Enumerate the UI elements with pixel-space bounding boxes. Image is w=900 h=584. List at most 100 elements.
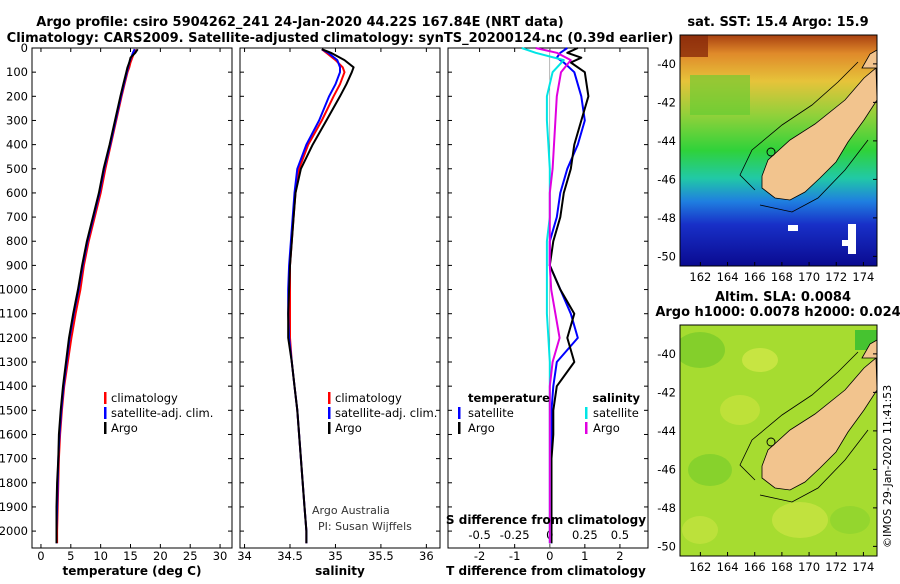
depth-tick-label: 1300 — [0, 355, 28, 369]
legend-label-climatology: climatology — [335, 391, 402, 405]
map-x-tick-label: 166 — [744, 270, 766, 284]
depth-tick-label: 1400 — [0, 379, 28, 393]
temperature-panel: 0 5 10 15 20 25 30 — [37, 48, 227, 563]
annotation-argo-australia: Argo Australia — [312, 504, 390, 517]
annotation-pi: PI: Susan Wijffels — [318, 520, 412, 533]
map-y-tick-label: -48 — [657, 501, 676, 515]
legend-title-salinity: salinity — [592, 391, 640, 405]
map-x-tick-label: 168 — [771, 270, 793, 284]
legend-title-temperature: temperature — [468, 391, 550, 405]
map-x-tick-label: 172 — [825, 270, 847, 284]
map-y-tick-label: -44 — [657, 424, 676, 438]
sst-map — [680, 35, 877, 266]
legend-swatch-climatology — [328, 392, 331, 404]
sst-map-title: sat. SST: 15.4 Argo: 15.9 — [687, 15, 868, 30]
map-y-tick-label: -42 — [657, 95, 676, 109]
map-y-tick-label: -42 — [657, 385, 676, 399]
depth-axis: 0 100 200 300 400 500 600 700 800 900 1000 1100 1200… — [0, 41, 648, 538]
s-tick-label: 0.25 — [572, 528, 598, 542]
map-y-tick-label: -40 — [657, 57, 676, 71]
salinity-panel: 34 34.5 35 35.5 36 — [237, 48, 434, 563]
depth-tick-label: 200 — [6, 89, 28, 103]
sla-eddy — [682, 516, 718, 544]
temperature-legend: climatology satellite-adj. clim. Argo — [104, 391, 213, 435]
difference-panel: -2 -1 0 1 2-0.5 -0.25 0 0.25 0.5 — [468, 47, 629, 563]
x-tick-label: 10 — [93, 549, 108, 563]
sst-missing-pixel — [848, 224, 856, 254]
sst-warm-patch — [680, 35, 708, 57]
map-y-tick-label: -44 — [657, 134, 676, 148]
depth-tick-label: 700 — [6, 210, 28, 224]
difference-xlabel-top: S difference from climatology — [446, 513, 646, 527]
depth-tick-label: 0 — [21, 41, 28, 55]
argo-float-marker-sst — [766, 147, 776, 157]
legend-swatch-satellite — [104, 407, 107, 419]
sst-missing-pixel — [842, 240, 850, 246]
legend-label-satellite: satellite-adj. clim. — [335, 406, 437, 420]
depth-tick-label: 900 — [6, 258, 28, 272]
x-tick-label: 35 — [328, 549, 343, 563]
depth-tick-label: 2000 — [0, 524, 28, 538]
argo-float-marker-sla — [766, 437, 776, 447]
x-tick-label: 30 — [213, 549, 228, 563]
series-line-argo — [287, 48, 355, 544]
depth-tick-label: 100 — [6, 65, 28, 79]
difference-xlabel: T difference from climatology — [446, 564, 646, 578]
salinity-legend: climatology satellite-adj. clim. Argo — [328, 391, 437, 435]
sla-eddy — [830, 506, 870, 534]
sst-missing-pixel — [788, 225, 798, 231]
map-x-tick-label: 162 — [689, 270, 711, 284]
sst-isobath — [759, 139, 869, 213]
x-tick-label: 2 — [616, 549, 623, 563]
sla-map-axes: 162 164 166 168 170 172 174 -40 -42 -44 -46 -48 -50 — [657, 347, 877, 574]
legend-swatch-satellite — [328, 407, 331, 419]
x-tick-label: 5 — [67, 549, 74, 563]
sla-south-island-land — [761, 357, 877, 491]
legend-swatch-climatology — [104, 392, 107, 404]
legend-label-argo: Argo — [111, 421, 138, 435]
temperature-xlabel: temperature (deg C) — [63, 564, 202, 578]
depth-tick-label: 400 — [6, 138, 28, 152]
legend-swatch-t-satellite — [458, 407, 461, 419]
x-tick-label: 25 — [183, 549, 198, 563]
x-tick-label: -2 — [474, 549, 485, 563]
depth-tick-label: 1700 — [0, 452, 28, 466]
sla-map-title-1: Altim. SLA: 0.0084 — [715, 290, 851, 305]
map-x-tick-label: 170 — [798, 560, 820, 574]
title-line-1: Argo profile: csiro 5904262_241 24-Jan-2… — [36, 15, 563, 30]
sst-map-axes: 162 164 166 168 170 172 174 -40 -42 -44 -46 -48 -50 — [657, 57, 877, 284]
depth-tick-label: 1800 — [0, 476, 28, 490]
sst-isobath — [739, 61, 859, 191]
legend-label-argo: Argo — [335, 421, 362, 435]
s-tick-label: 0.5 — [611, 528, 629, 542]
salinity-panel-frame — [239, 47, 441, 549]
map-x-tick-label: 170 — [798, 270, 820, 284]
legend-label-s-satellite: satellite — [593, 406, 639, 420]
title-line-2: Climatology: CARS2009. Satellite-adjuste… — [7, 31, 674, 46]
x-tick-label: 1 — [581, 549, 588, 563]
map-y-tick-label: -40 — [657, 347, 676, 361]
sla-map-title-2: Argo h1000: 0.0078 h2000: 0.024 — [655, 305, 900, 320]
x-tick-label: 34.5 — [277, 549, 303, 563]
depth-tick-label: 1100 — [0, 307, 28, 321]
x-tick-label: -1 — [509, 549, 520, 563]
legend-swatch-s-satellite — [585, 407, 588, 419]
map-x-tick-label: 174 — [852, 560, 874, 574]
legend-label-t-satellite: satellite — [468, 406, 514, 420]
x-tick-label: 15 — [123, 549, 138, 563]
map-x-tick-label: 168 — [771, 560, 793, 574]
legend-label-t-argo: Argo — [468, 421, 495, 435]
s-tick-label: -0.25 — [500, 528, 530, 542]
map-y-tick-label: -50 — [657, 249, 676, 263]
map-x-tick-label: 174 — [852, 270, 874, 284]
salinity-xlabel: salinity — [315, 564, 365, 578]
legend-swatch-s-argo — [585, 422, 588, 434]
series-line-argo — [55, 48, 139, 544]
depth-tick-label: 1000 — [0, 283, 28, 297]
s-tick-label: -0.5 — [468, 528, 490, 542]
difference-legend: temperature satellite Argo salinity sate… — [458, 391, 640, 435]
depth-tick-label: 1200 — [0, 331, 28, 345]
imos-credit: ©IMOS 29-Jan-2020 11:41:53 — [881, 385, 894, 548]
